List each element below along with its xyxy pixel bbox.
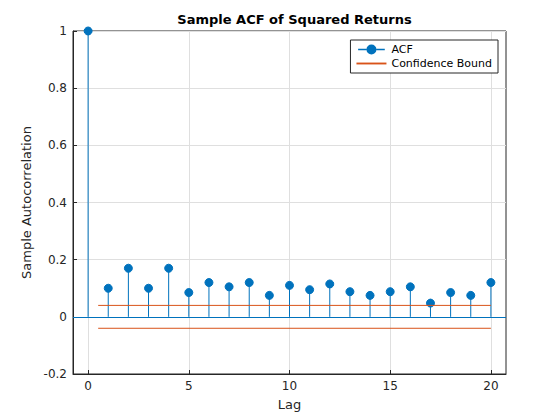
svg-text:0: 0 xyxy=(84,379,92,393)
svg-text:0: 0 xyxy=(59,310,67,324)
svg-text:0.8: 0.8 xyxy=(48,81,67,95)
svg-text:0.4: 0.4 xyxy=(48,196,67,210)
svg-text:5: 5 xyxy=(185,379,193,393)
svg-text:10: 10 xyxy=(282,379,297,393)
svg-text:20: 20 xyxy=(483,379,498,393)
svg-text:ACF: ACF xyxy=(391,43,412,56)
svg-text:0.6: 0.6 xyxy=(48,138,67,152)
svg-text:Confidence Bound: Confidence Bound xyxy=(391,57,492,70)
svg-text:-0.2: -0.2 xyxy=(44,367,67,381)
svg-text:Lag: Lag xyxy=(278,397,301,412)
svg-text:Sample Autocorrelation: Sample Autocorrelation xyxy=(19,126,34,279)
svg-text:1: 1 xyxy=(59,24,67,38)
svg-text:0.2: 0.2 xyxy=(48,253,67,267)
svg-text:15: 15 xyxy=(383,379,398,393)
svg-text:Sample ACF of Squared Returns: Sample ACF of Squared Returns xyxy=(177,12,412,27)
